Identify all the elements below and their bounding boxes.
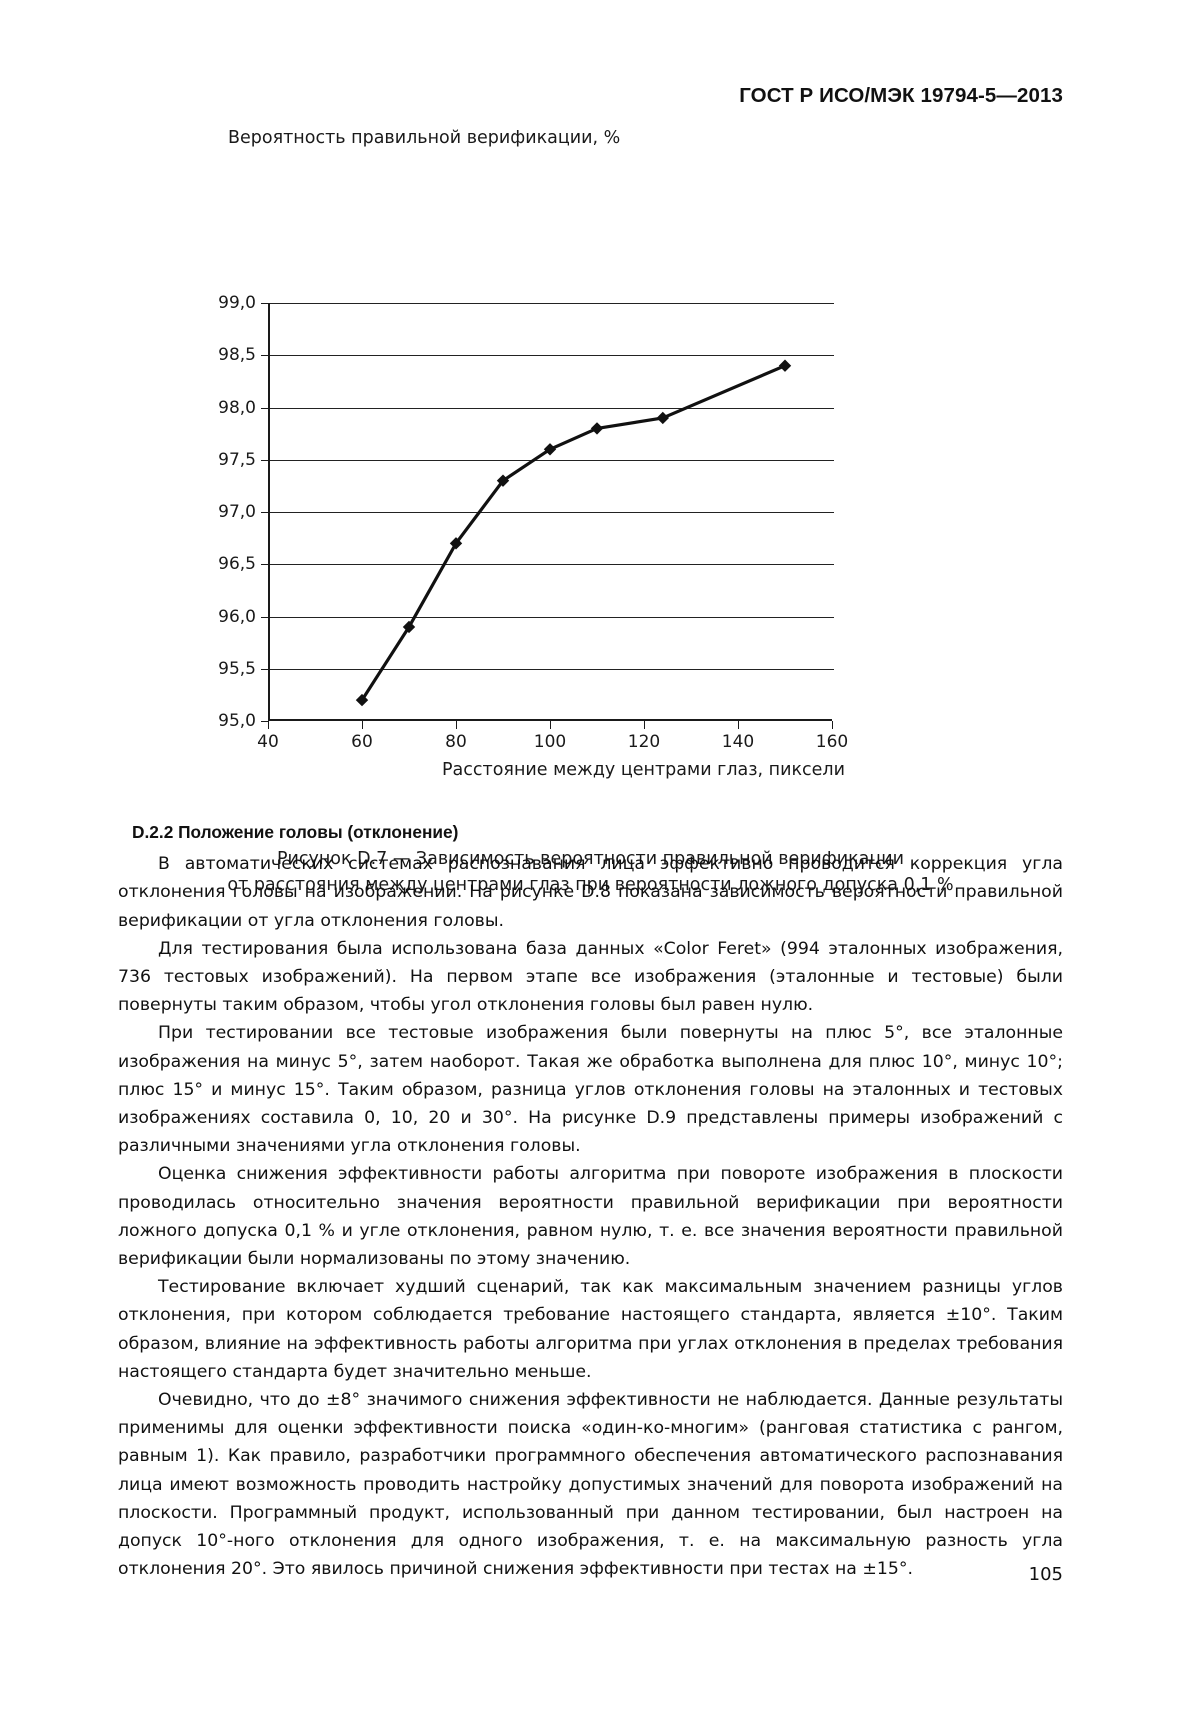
x-tick-mark — [550, 721, 551, 729]
x-tick-mark — [832, 721, 833, 729]
figure-caption-line-2: от расстояния между центрами глаз при ве… — [227, 875, 954, 895]
y-tick-mark — [261, 459, 268, 461]
y-tick-label: 97,0 — [218, 502, 256, 522]
data-point-marker — [590, 422, 604, 435]
plot-area — [268, 303, 834, 721]
x-tick-label: 40 — [257, 732, 279, 752]
y-tick-label: 98,5 — [218, 345, 256, 366]
gridline — [270, 616, 834, 618]
gridline — [270, 407, 834, 409]
y-axis-ticks: 95,0 95,5 96,0 96,5 97,0 97,5 98,0 98,5 99,0 — [0, 128, 256, 731]
y-tick-label: 99,0 — [218, 293, 256, 313]
x-axis-title: Расстояние между центрами глаз, пиксели — [442, 760, 845, 780]
y-tick-label: 96,0 — [218, 606, 256, 627]
y-tick-mark — [261, 407, 268, 409]
x-tick-label: 120 — [627, 732, 661, 752]
gridline — [270, 564, 834, 566]
gridline — [270, 459, 834, 461]
gridline — [270, 668, 834, 670]
body-paragraph: Тестирование включает худший сценарий, т… — [118, 1277, 1063, 1382]
data-point-marker — [402, 620, 416, 634]
x-tick-mark — [268, 721, 269, 729]
y-tick-mark — [261, 564, 268, 566]
gridline — [270, 303, 834, 304]
body-paragraph: Оценка снижения эффективности работы алг… — [118, 1164, 1063, 1270]
x-tick-label: 100 — [533, 732, 567, 752]
x-tick-mark — [456, 721, 457, 729]
data-point-marker — [778, 359, 792, 372]
x-tick-label: 80 — [445, 732, 467, 752]
body-paragraph: Для тестирования была использована база … — [118, 938, 1063, 1016]
y-tick-label: 98,0 — [218, 397, 256, 418]
body-text: D.2.2 Положение головы (отклонение) В ав… — [118, 818, 1063, 1583]
paragraph-list: В автоматических системах распознавания … — [118, 850, 1063, 1583]
data-series-line — [355, 359, 792, 707]
x-tick-mark — [644, 721, 645, 729]
y-tick-mark — [261, 721, 268, 722]
body-paragraph: В автоматических системах распознавания … — [118, 854, 1063, 931]
data-point-marker — [355, 693, 369, 707]
y-tick-label: 96,5 — [218, 554, 256, 575]
chart-canvas: Вероятность правильной верификации, % 95… — [0, 128, 1181, 780]
y-tick-mark — [261, 303, 268, 304]
figure-d7: Вероятность правильной верификации, % 95… — [0, 128, 1181, 895]
data-point-marker — [496, 474, 510, 487]
data-point-markers — [355, 359, 792, 707]
x-tick-mark — [738, 721, 739, 729]
y-tick-mark — [261, 512, 268, 513]
body-paragraph: При тестировании все тестовые изображени… — [118, 1023, 1063, 1157]
x-tick-label: 160 — [815, 732, 849, 752]
x-tick-label: 140 — [721, 732, 755, 752]
section-heading: D.2.2 Положение головы (отклонение) — [132, 822, 459, 842]
figure-caption: Рисунок D.7 — Зависимость вероятности пр… — [0, 846, 1181, 898]
y-tick-label: 97,5 — [218, 449, 256, 470]
page-number: 105 — [1028, 1564, 1063, 1585]
y-tick-mark — [261, 668, 268, 670]
y-tick-label: 95,5 — [218, 658, 256, 679]
gridline — [270, 512, 834, 513]
y-tick-mark — [261, 355, 268, 357]
figure-caption-line-1: Рисунок D.7 — Зависимость вероятности пр… — [276, 849, 905, 869]
x-tick-mark — [362, 721, 363, 729]
body-paragraph: Очевидно, что до ±8° значимого снижения … — [118, 1390, 1063, 1580]
y-tick-label: 95,0 — [218, 711, 256, 731]
data-point-marker — [656, 411, 669, 425]
gridline — [270, 355, 834, 357]
y-tick-mark — [261, 616, 268, 618]
document-header-standard-id: ГОСТ Р ИСО/МЭК 19794-5—2013 — [739, 84, 1063, 107]
y-axis-title: Вероятность правильной верификации, % — [228, 128, 621, 148]
data-point-marker — [543, 443, 557, 456]
x-tick-label: 60 — [351, 732, 373, 752]
